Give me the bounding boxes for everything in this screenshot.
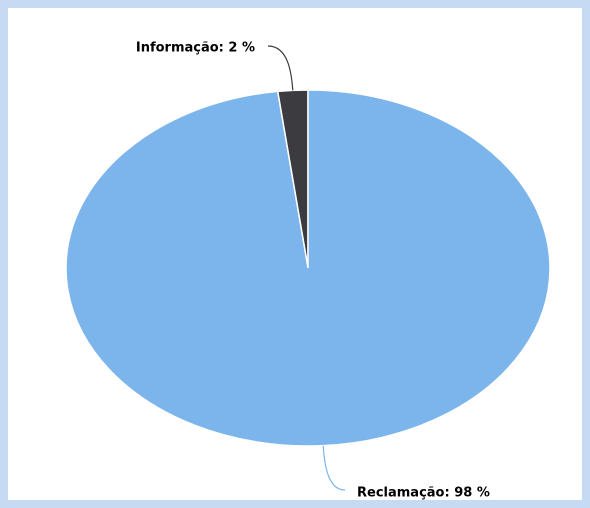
connector <box>322 445 346 491</box>
data-label: Reclamação: 98 % <box>357 486 490 501</box>
connector <box>267 45 294 91</box>
data-label: Informação: 2 % <box>136 41 255 56</box>
pie-slice <box>65 89 551 447</box>
